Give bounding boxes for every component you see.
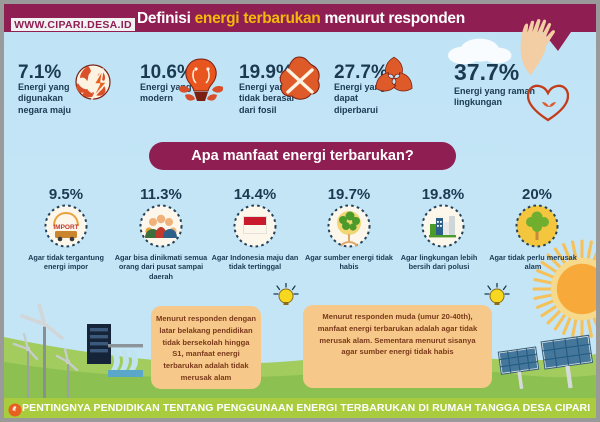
svg-text:IMPORT: IMPORT (53, 224, 78, 231)
